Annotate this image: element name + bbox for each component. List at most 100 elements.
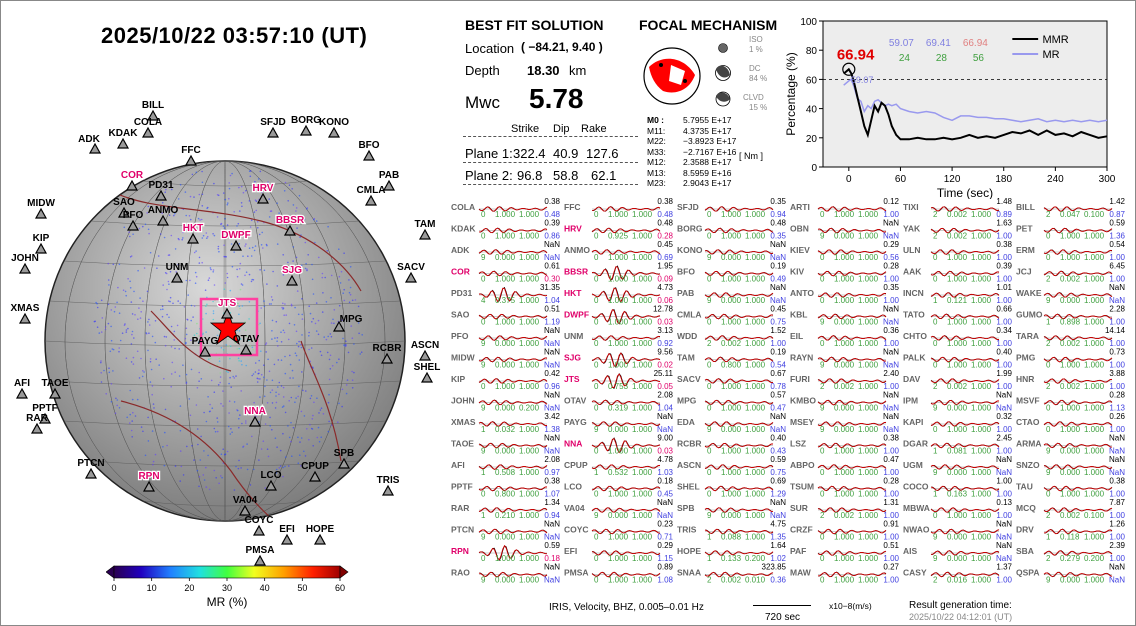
wave-station-label: HKT (564, 288, 582, 298)
station-cpup-icon (308, 470, 322, 482)
wave-fit: 1.00 (883, 275, 899, 284)
wave-ratio: 0.61 (544, 262, 560, 271)
wave-ratio: 9.00 (657, 434, 673, 443)
decomp-icons (715, 43, 731, 107)
waveform-row: NNA 9.00 0 1.000 1.000 0.03 (564, 434, 674, 456)
wave-ratio: 0.40 (770, 434, 786, 443)
synthetic-trace (817, 507, 887, 513)
wave-station-label: KAPI (903, 417, 923, 427)
waveform-row: SHEL 0.69 0 1.000 1.000 1.29 (677, 477, 787, 499)
wave-ratio: 0.26 (1109, 412, 1125, 421)
summary-value: 66.94 (963, 38, 988, 49)
wave-station-label: BBSR (564, 267, 588, 277)
wave-fit: NaN (657, 511, 673, 520)
wave-ratio: 1.99 (996, 369, 1012, 378)
waveform-row: BBSR 1.95 0 1.000 1.000 0.09 (564, 262, 674, 284)
wave-scale: 1.000 (971, 425, 992, 434)
synthetic-trace (1043, 485, 1113, 492)
wave-fit: 1.00 (996, 511, 1012, 520)
mt-value: 5.7955 E+17 (683, 115, 732, 125)
station-label: RCBR (373, 343, 403, 354)
synthetic-trace (704, 378, 774, 384)
wave-fit: NaN (883, 361, 899, 370)
mr-start-value: 59.07 (851, 75, 874, 85)
station-label: BILL (142, 100, 164, 111)
wave-scale: 1.000 (632, 296, 653, 305)
wave-weight: 0.121 (947, 296, 968, 305)
wave-weight: 1.000 (947, 339, 968, 348)
wave-ratio: 0.38 (1109, 477, 1125, 486)
wave-fit: 0.09 (657, 275, 673, 284)
wave-quality: 9 (1046, 576, 1051, 585)
wave-station-label: MIDW (451, 353, 476, 363)
station-label: XMAS (11, 303, 40, 314)
wave-fit: 1.00 (883, 490, 899, 499)
wave-fit: 1.00 (1109, 425, 1125, 434)
time-scale-label: 720 sec (765, 612, 801, 623)
wave-station-label: SHEL (677, 482, 700, 492)
wave-ratio: NaN (770, 283, 786, 292)
station-ptcn-icon (84, 467, 98, 479)
wave-ratio: 0.59 (770, 455, 786, 464)
wave-ratio: 1.00 (996, 477, 1012, 486)
waveform-row: COR 0.61 0 1.000 1.000 0.30 (451, 262, 561, 284)
wave-ratio: NaN (996, 541, 1012, 550)
station-label: PFO (123, 210, 144, 221)
waveform-row: COYC 0.23 0 1.000 1.000 0.71 (564, 520, 674, 542)
wave-weight: 0.002 (947, 232, 968, 241)
wave-quality: 0 (933, 511, 938, 520)
wave-station-label: FFC (564, 202, 581, 212)
waveform-row: TAM 0.19 0 0.800 1.000 0.54 (677, 348, 787, 370)
station-label: PMSA (246, 545, 275, 556)
wave-fit: 1.00 (1109, 490, 1125, 499)
station-hkt-icon (186, 232, 200, 244)
wave-fit: 1.00 (770, 339, 786, 348)
x-tick-label: 180 (995, 174, 1012, 185)
waveform-row: KIV 0.28 0 1.000 1.000 1.00 (790, 262, 900, 284)
wave-ratio: 1.95 (657, 262, 673, 271)
waveform-row: SUR 1.31 2 0.002 1.000 1.00 (790, 498, 900, 520)
wave-scale: 1.000 (632, 318, 653, 327)
wave-station-label: ADK (451, 245, 470, 255)
synthetic-trace (478, 399, 548, 406)
colorbar-tick: 60 (335, 583, 345, 593)
waveform-row: MBWA 0.13 0 1.000 1.000 1.00 (903, 498, 1013, 520)
waveform-row: PAYG NaN 9 0.000 1.000 NaN (564, 412, 673, 434)
wave-quality: 9 (707, 511, 712, 520)
wave-ratio: 0.38 (544, 197, 560, 206)
wave-scale: 1.000 (1084, 253, 1105, 262)
wave-quality: 0 (820, 253, 825, 262)
wave-fit: 1.00 (996, 425, 1012, 434)
x-tick-label: 120 (944, 174, 961, 185)
waveform-row: PMG 0.73 0 1.000 1.000 1.00 (1016, 348, 1126, 370)
waveform-row: SBA 2.39 2 0.279 0.200 1.00 (1016, 541, 1126, 563)
station-hope-icon (313, 533, 327, 545)
mt-key: M22: (647, 136, 666, 146)
station-label: BFO (358, 140, 379, 151)
station-sacv-icon (404, 271, 418, 283)
wave-fit: 0.18 (544, 554, 560, 563)
wave-ratio: 0.34 (996, 326, 1012, 335)
wave-fit: 0.28 (657, 232, 673, 241)
wave-fit: 1.03 (657, 468, 673, 477)
wave-station-label: RAO (451, 568, 470, 578)
wave-scale: 1.000 (519, 576, 540, 585)
station-adk-icon (88, 142, 102, 154)
station-label: PPTF (32, 403, 58, 414)
wave-station-label: KDAK (451, 224, 476, 234)
wave-station-label: TSUM (790, 482, 814, 492)
wave-station-label: MSVF (1016, 396, 1040, 406)
station-label: EFI (279, 524, 295, 535)
wave-weight: 1.000 (495, 554, 516, 563)
wave-station-label: PPTF (451, 482, 473, 492)
wave-quality: 9 (481, 339, 486, 348)
mt-value: 2.3588 E+17 (683, 157, 732, 167)
wave-fit: 1.00 (1109, 382, 1125, 391)
wave-ratio: NaN (657, 412, 673, 421)
synthetic-trace (591, 571, 661, 578)
wave-fit: 0.94 (770, 210, 786, 219)
wave-weight: 0.000 (495, 339, 516, 348)
station-label: VA04 (233, 495, 258, 506)
wave-quality: 0 (594, 490, 599, 499)
